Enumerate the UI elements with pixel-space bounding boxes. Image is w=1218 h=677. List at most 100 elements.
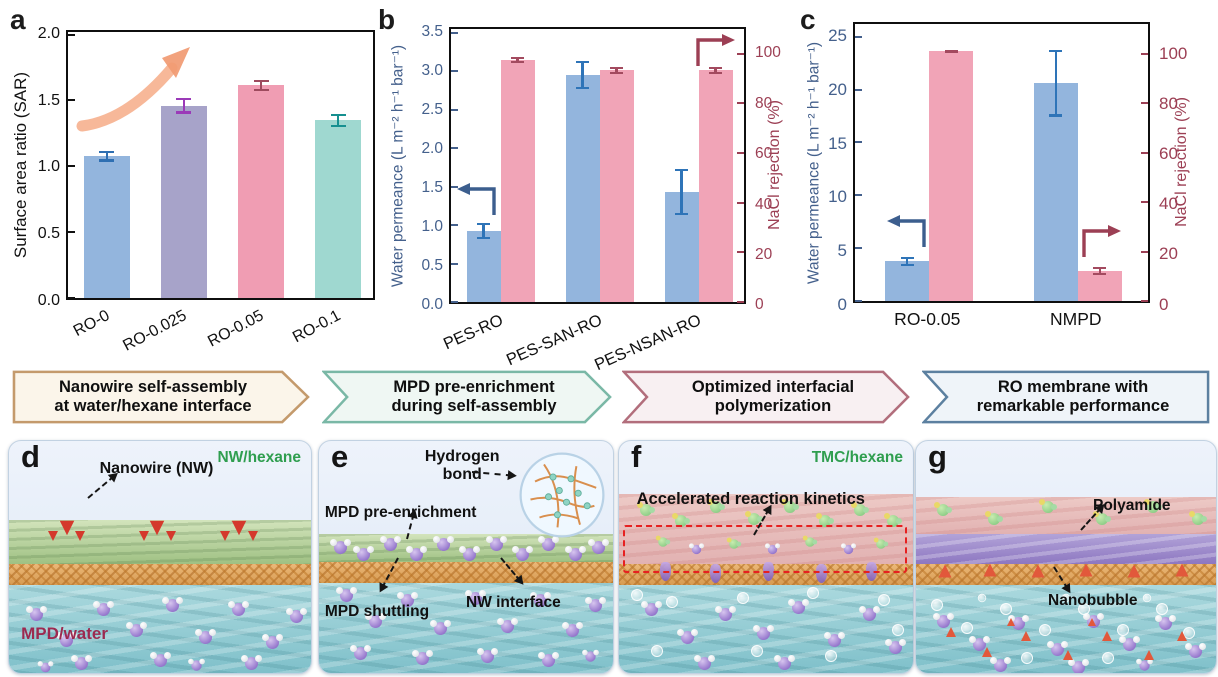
error-bar xyxy=(900,256,914,267)
red-up-arrow-icon xyxy=(946,626,956,637)
error-bar xyxy=(944,50,958,53)
y-axis-label-permeance-b: Water permeance (L m⁻² h⁻¹ bar⁻¹) xyxy=(389,44,407,288)
tick-mark xyxy=(68,297,75,299)
tick-mark xyxy=(1141,102,1148,105)
red-down-arrow-icon xyxy=(220,531,231,542)
bar-ro-0.1-surface-area-ratio xyxy=(315,120,362,298)
red-up-arrow-icon xyxy=(1177,631,1187,642)
right-axis-pointer-icon xyxy=(1082,225,1121,257)
red-down-arrow-icon xyxy=(150,521,165,536)
tmc-molecule-icon xyxy=(934,501,952,516)
x-tick-label: NMPD xyxy=(1049,309,1102,329)
nanobubble-icon xyxy=(1156,603,1168,616)
panel-label-g: g xyxy=(928,440,947,474)
tick-mark xyxy=(451,108,458,111)
y-tick-label: 1.0 xyxy=(37,158,60,176)
mpd-molecule-icon xyxy=(464,589,486,605)
nw-interface-annotation: NW interface xyxy=(466,594,561,612)
error-bar xyxy=(253,80,269,91)
panel-label-f: f xyxy=(631,440,642,474)
bar-pes-ro-water-permeance xyxy=(466,231,501,302)
mpd-molecule-icon xyxy=(228,601,250,617)
red-up-arrow-icon xyxy=(982,647,992,658)
mpd-molecule-icon xyxy=(764,543,781,555)
mpd-shuttling-annotation: MPD shuttling xyxy=(324,603,430,621)
nanobubble-icon xyxy=(666,596,679,609)
tick-mark xyxy=(737,152,744,155)
nanobubble-icon xyxy=(630,589,643,602)
red-dashed-highlight-box xyxy=(623,524,908,573)
y-axis-label-rejection-c: NaCl rejection (%) xyxy=(1173,97,1190,227)
nanobubble-icon xyxy=(961,621,973,634)
bar-nmpd-nacl-rejection xyxy=(1077,270,1122,301)
tmc-molecule-icon xyxy=(1189,510,1207,525)
tick-mark xyxy=(68,231,75,234)
mpd-molecule-icon xyxy=(240,654,262,670)
mpd-molecule-icon xyxy=(497,617,519,633)
banner-line: during self-assembly xyxy=(391,397,557,415)
mpd-molecule-icon xyxy=(538,536,560,552)
mpd-molecule-icon xyxy=(564,545,586,561)
y-tick-label: 0.0 xyxy=(37,292,60,309)
tick-mark xyxy=(855,35,862,38)
mpd-molecule-icon xyxy=(71,654,93,670)
chart-panel-c: c Water permeance (L m⁻² h⁻¹ bar⁻¹) NaCl… xyxy=(800,0,1218,362)
mpd-molecule-icon xyxy=(364,613,386,628)
y-tick-label-right: 40 xyxy=(1159,194,1178,214)
nanowire-mesh-layer xyxy=(319,561,613,583)
banner-arrow-shape xyxy=(12,370,310,424)
mpd-molecule-icon xyxy=(485,536,507,552)
tmc-molecule-icon xyxy=(803,535,818,547)
left-axis-pointer-icon xyxy=(887,215,926,247)
tmc-molecule-icon xyxy=(780,499,799,514)
illustration-panel-d: d NW/hexane Nanowire (NW) MPD/water xyxy=(8,440,312,674)
nanobubble-icon xyxy=(1142,593,1152,602)
mpd-molecule-icon xyxy=(1068,659,1089,673)
tmc-molecule-icon xyxy=(726,538,741,550)
panel-label-c: c xyxy=(800,4,816,35)
bar-ro-0.05-surface-area-ratio xyxy=(238,85,285,298)
red-up-arrow-icon xyxy=(1031,564,1045,578)
error-bar xyxy=(610,66,623,75)
bar-pes-nsan-ro-nacl-rejection xyxy=(698,70,733,302)
process-step-1: Nanowire self-assembly at water/hexane i… xyxy=(12,370,310,424)
mpd-molecule-icon xyxy=(688,543,704,555)
tmc-molecule-icon xyxy=(815,513,834,528)
mpd-molecule-icon xyxy=(285,608,307,624)
tick-mark xyxy=(68,165,75,168)
banner-line: at water/hexane interface xyxy=(54,397,252,415)
y-tick-label-right: 60 xyxy=(1159,143,1178,163)
illustration-panel-g: g Polyamide Nanobubble xyxy=(915,440,1217,674)
mpd-molecule-icon xyxy=(1047,640,1068,656)
mpd-molecule-icon xyxy=(379,536,401,552)
tmc-molecule-icon xyxy=(873,538,888,550)
error-bar xyxy=(176,97,192,114)
tick-mark xyxy=(451,185,458,188)
y-tick-label-right: 20 xyxy=(755,245,773,263)
tmc-molecule-icon xyxy=(1093,510,1111,525)
red-up-arrow-icon xyxy=(938,564,952,578)
y-tick-label: 2.0 xyxy=(421,140,443,158)
nanobubble-icon xyxy=(807,587,820,600)
mpd-molecule-icon xyxy=(788,599,810,615)
mpd-molecule-icon xyxy=(429,619,451,635)
mpd-molecule-icon xyxy=(353,545,375,561)
mpd-molecule-icon xyxy=(823,631,845,647)
tmc-molecule-icon xyxy=(1144,499,1162,514)
polyamide-annotation: Polyamide xyxy=(1093,496,1171,514)
error-bar xyxy=(477,223,490,239)
mpd-molecule-icon xyxy=(841,543,857,555)
mpd-pre-enrichment-annotation: MPD pre-enrichment xyxy=(324,503,477,521)
tick-mark xyxy=(1141,151,1148,154)
mpd-molecule-icon xyxy=(261,633,283,649)
mpd-molecule-icon xyxy=(412,650,434,666)
red-down-arrow-icon xyxy=(138,531,149,542)
x-tick-label: RO-0.025 xyxy=(120,307,190,355)
error-bar xyxy=(675,168,688,216)
bar-nmpd-water-permeance xyxy=(1033,83,1078,301)
hydrogen-bond-bubble-icon xyxy=(519,452,605,538)
mpd-molecule-icon xyxy=(350,645,372,661)
tick-mark xyxy=(1141,201,1148,204)
banner-line: polymerization xyxy=(714,397,832,415)
